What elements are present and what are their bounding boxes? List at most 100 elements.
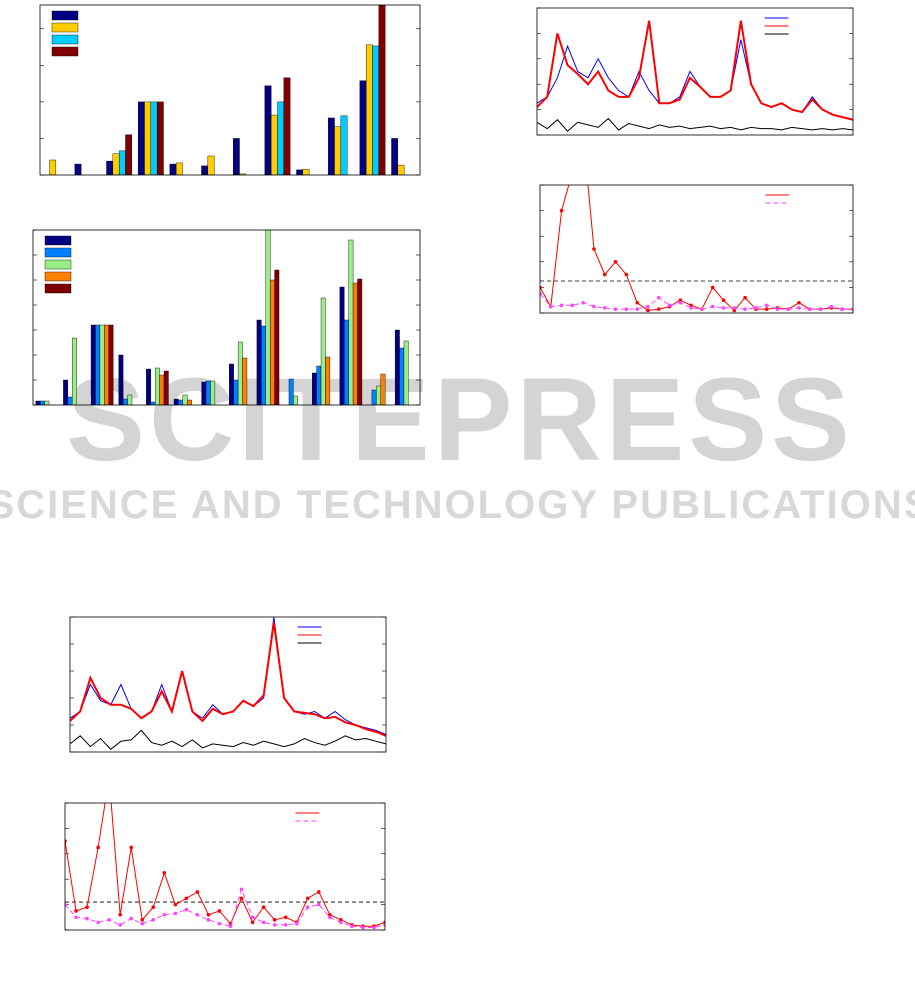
data-point [350, 924, 354, 928]
bar [187, 399, 192, 405]
legend-swatch [51, 10, 79, 21]
data-point [206, 912, 211, 917]
bar [296, 169, 304, 175]
data-point [250, 920, 255, 925]
data-point [592, 247, 596, 251]
data-point [635, 307, 639, 311]
bar [302, 168, 310, 175]
data-point [217, 921, 222, 926]
plot-frame [539, 184, 854, 314]
data-point [710, 285, 715, 290]
data-point [151, 905, 156, 909]
bar [269, 279, 275, 405]
bar [277, 101, 285, 175]
bar [150, 101, 158, 175]
data-point [316, 902, 321, 907]
data-point [818, 307, 823, 311]
data-line [70, 729, 386, 750]
data-point [328, 912, 332, 917]
plot-frame [69, 616, 387, 753]
data-point [786, 307, 791, 311]
bar [74, 163, 82, 175]
data-point [678, 300, 683, 305]
bar [265, 230, 271, 405]
bar [352, 282, 358, 405]
data-point [548, 304, 553, 309]
bar [229, 363, 234, 405]
data-point [559, 208, 564, 213]
bar [104, 324, 109, 405]
bar [99, 324, 105, 405]
bar [233, 379, 239, 405]
data-point [272, 918, 277, 922]
bar [397, 164, 405, 175]
bar [327, 117, 335, 175]
bar [371, 389, 377, 405]
data-point [613, 307, 618, 311]
data-point [107, 918, 111, 922]
bar [108, 324, 114, 405]
bar [365, 44, 373, 175]
bar [207, 155, 215, 175]
data-point [305, 905, 310, 909]
plot-area [35, 230, 409, 405]
data-point [656, 295, 661, 300]
bar [316, 365, 322, 405]
data-point [339, 920, 343, 925]
data-point [678, 298, 683, 303]
data-point [239, 887, 244, 892]
plot-area [540, 170, 853, 313]
bar [339, 286, 345, 405]
bar [159, 374, 165, 405]
bar [372, 45, 380, 175]
plot-area [70, 617, 386, 750]
data-point [851, 307, 853, 311]
bar [357, 278, 363, 405]
data-point [217, 909, 222, 913]
bar [67, 396, 73, 405]
data-point [624, 307, 629, 311]
data-point [764, 307, 769, 311]
data-point [195, 912, 200, 917]
bar [35, 400, 41, 405]
bar [288, 378, 294, 405]
bar [49, 159, 57, 175]
bar [325, 356, 331, 405]
data-point [372, 925, 376, 930]
data-point [383, 923, 385, 927]
legend-swatch [51, 22, 79, 33]
bar [237, 341, 243, 405]
data-point [107, 776, 111, 780]
data-point [74, 915, 78, 920]
data-point [754, 306, 758, 310]
bar [63, 379, 69, 405]
data-point [129, 845, 134, 850]
legend-swatch [44, 235, 72, 246]
bar [274, 269, 280, 405]
bar [264, 85, 272, 175]
data-point [700, 307, 704, 311]
data-point [195, 890, 200, 894]
data-point [283, 923, 288, 927]
chart [69, 616, 387, 753]
bar [232, 138, 240, 175]
bar [39, 400, 45, 405]
data-point [261, 920, 266, 925]
data-line [70, 617, 386, 735]
bar [334, 126, 342, 175]
data-point [646, 304, 650, 309]
data-point [65, 839, 67, 843]
bar [239, 173, 247, 175]
plot-area [65, 776, 385, 930]
plot-frame [536, 7, 854, 136]
data-point [228, 924, 233, 928]
chart [32, 229, 421, 406]
bar [340, 115, 348, 175]
data-point [162, 871, 167, 875]
bar [137, 101, 145, 175]
data-point [571, 170, 575, 174]
data-point [328, 915, 332, 920]
data-point [581, 300, 585, 305]
data-point [283, 915, 288, 920]
bar [175, 162, 183, 175]
